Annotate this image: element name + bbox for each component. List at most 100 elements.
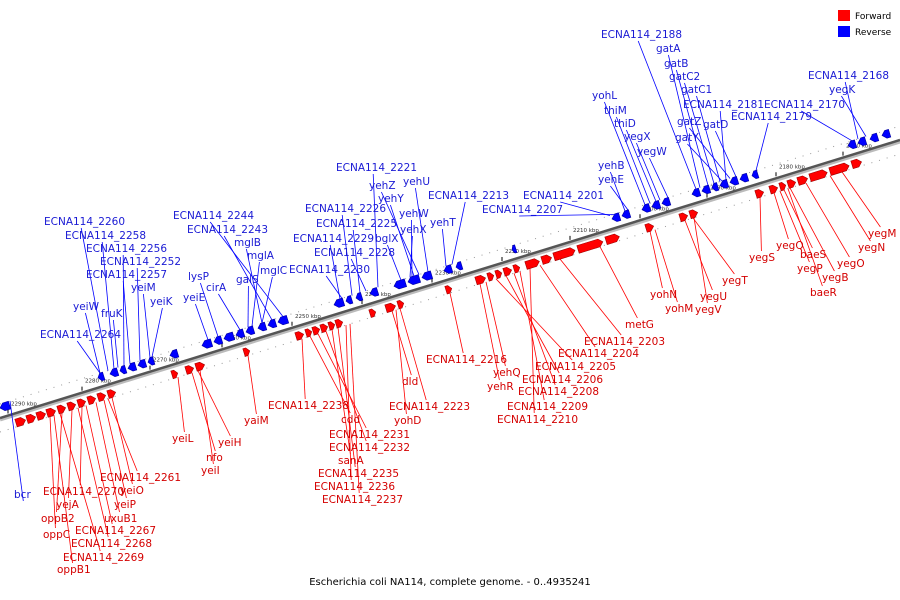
reverse-gene-arrow[interactable] [443,264,454,275]
forward-gene-arrow[interactable] [86,395,97,406]
reverse-gene-arrow[interactable] [651,200,662,210]
gene-label[interactable]: ECNA114_2208 [518,386,599,398]
reverse-gene-arrow[interactable] [355,292,364,302]
gene-label[interactable]: yeiO [120,485,144,497]
reverse-gene-arrow[interactable] [213,335,224,346]
gene-label[interactable]: bglX [375,233,398,245]
gene-label[interactable]: yegV [695,304,722,316]
forward-gene-arrow[interactable] [768,184,779,195]
forward-gene-arrow[interactable] [96,392,107,402]
reverse-gene-arrow[interactable] [119,364,128,375]
reverse-gene-arrow[interactable] [611,212,622,223]
gene-label[interactable]: oppB1 [57,564,91,576]
forward-gene-arrow[interactable] [194,361,206,372]
gene-label[interactable]: yohM [665,303,693,315]
gene-label[interactable]: mglA [247,250,275,262]
gene-label[interactable]: yaiM [244,415,269,427]
gene-label[interactable]: ECNA114_2213 [428,190,509,202]
reverse-gene-arrow[interactable] [137,358,148,369]
gene-label[interactable]: yegW [637,146,667,158]
reverse-gene-arrow[interactable] [257,321,268,332]
forward-gene-arrow[interactable] [242,347,251,357]
gene-label[interactable]: ECNA114_2270 [43,486,124,498]
gene-label[interactable]: fruK [101,308,124,320]
gene-label[interactable]: yeiE [183,292,205,304]
forward-gene-arrow[interactable] [334,318,344,329]
gene-label[interactable]: ECNA114_2205 [535,361,616,373]
gene-label[interactable]: nfo [206,452,223,464]
forward-gene-arrow[interactable] [828,162,850,176]
forward-gene-arrow[interactable] [644,222,655,233]
forward-gene-arrow[interactable] [688,209,699,220]
gene-label[interactable]: ECNA114_2221 [336,162,417,174]
reverse-gene-arrow[interactable] [147,356,156,366]
forward-gene-arrow[interactable] [184,364,195,375]
reverse-gene-arrow[interactable] [201,338,214,350]
reverse-gene-arrow[interactable] [109,367,120,378]
gene-label[interactable]: ECNA114_2203 [584,336,665,348]
gene-label[interactable]: yehQ [493,367,521,379]
forward-gene-arrow[interactable] [56,404,67,415]
gene-label[interactable]: baeR [810,287,837,299]
reverse-gene-arrow[interactable] [245,325,256,336]
gene-label[interactable]: ECNA114_2229 [293,233,374,245]
gene-label[interactable]: yehZ [369,180,396,192]
gene-label[interactable]: ECNA114_2210 [497,414,578,426]
forward-gene-arrow[interactable] [368,308,377,318]
gene-label[interactable]: yehE [598,174,624,186]
gene-label[interactable]: gatY [675,132,699,144]
gene-label[interactable]: sanA [338,455,365,467]
gene-label[interactable]: yegX [624,131,651,143]
gene-label[interactable]: ECNA114_2238 [268,400,349,412]
gene-label[interactable]: yehT [430,217,456,229]
reverse-gene-arrow[interactable] [719,179,730,189]
gene-label[interactable]: ECNA114_2252 [100,256,181,268]
gene-label[interactable]: dld [402,376,418,388]
gene-label[interactable]: ECNA114_2181 [683,99,764,111]
gene-label[interactable]: yeiP [114,499,136,511]
gene-label[interactable]: thiM [604,105,627,117]
reverse-gene-arrow[interactable] [369,287,380,298]
gene-label[interactable]: yegK [829,84,856,96]
forward-gene-arrow[interactable] [66,401,77,412]
gene-label[interactable]: yegS [749,252,775,264]
gene-label[interactable]: ECNA114_2261 [100,472,181,484]
gene-label[interactable]: yohN [650,289,677,301]
forward-gene-arrow[interactable] [494,269,503,279]
forward-gene-arrow[interactable] [502,266,513,277]
forward-gene-arrow[interactable] [796,175,809,186]
gene-label[interactable]: ECNA114_2228 [314,247,395,259]
reverse-gene-arrow[interactable] [701,184,712,195]
gene-label[interactable]: yeiI [201,465,220,477]
forward-gene-arrow[interactable] [524,258,541,270]
forward-gene-arrow[interactable] [604,233,621,246]
gene-label[interactable]: ECNA114_2226 [305,203,386,215]
gene-label[interactable]: ECNA114_2188 [601,29,682,41]
gene-label[interactable]: gatB [664,58,688,70]
forward-gene-arrow[interactable] [444,285,453,295]
gene-label[interactable]: ECNA114_2204 [558,348,639,360]
gene-label[interactable]: yegO [837,258,865,270]
forward-gene-arrow[interactable] [14,416,27,428]
gene-label[interactable]: lysP [188,271,209,283]
gene-label[interactable]: yeiW [73,301,100,313]
gene-label[interactable]: ECNA114_2201 [523,190,604,202]
gene-label[interactable]: ECNA114_2267 [75,525,156,537]
forward-gene-arrow[interactable] [294,330,305,341]
forward-gene-arrow[interactable] [778,181,787,192]
reverse-gene-arrow[interactable] [711,182,720,192]
reverse-gene-arrow[interactable] [0,400,12,412]
gene-label[interactable]: ECNA114_2268 [71,538,152,550]
forward-gene-arrow[interactable] [304,328,313,338]
gene-label[interactable]: gatZ [677,116,701,128]
gene-label[interactable]: gatD [703,119,728,131]
gene-label[interactable]: ECNA114_2223 [389,401,470,413]
gene-label[interactable]: gatC1 [681,84,712,96]
gene-label[interactable]: yeiH [218,437,242,449]
reverse-gene-arrow[interactable] [407,274,422,286]
gene-label[interactable]: baeS [800,249,827,261]
reverse-gene-arrow[interactable] [393,278,408,290]
gene-label[interactable]: yegU [700,291,727,303]
gene-label[interactable]: yegQ [776,240,804,252]
reverse-gene-arrow[interactable] [333,297,346,309]
